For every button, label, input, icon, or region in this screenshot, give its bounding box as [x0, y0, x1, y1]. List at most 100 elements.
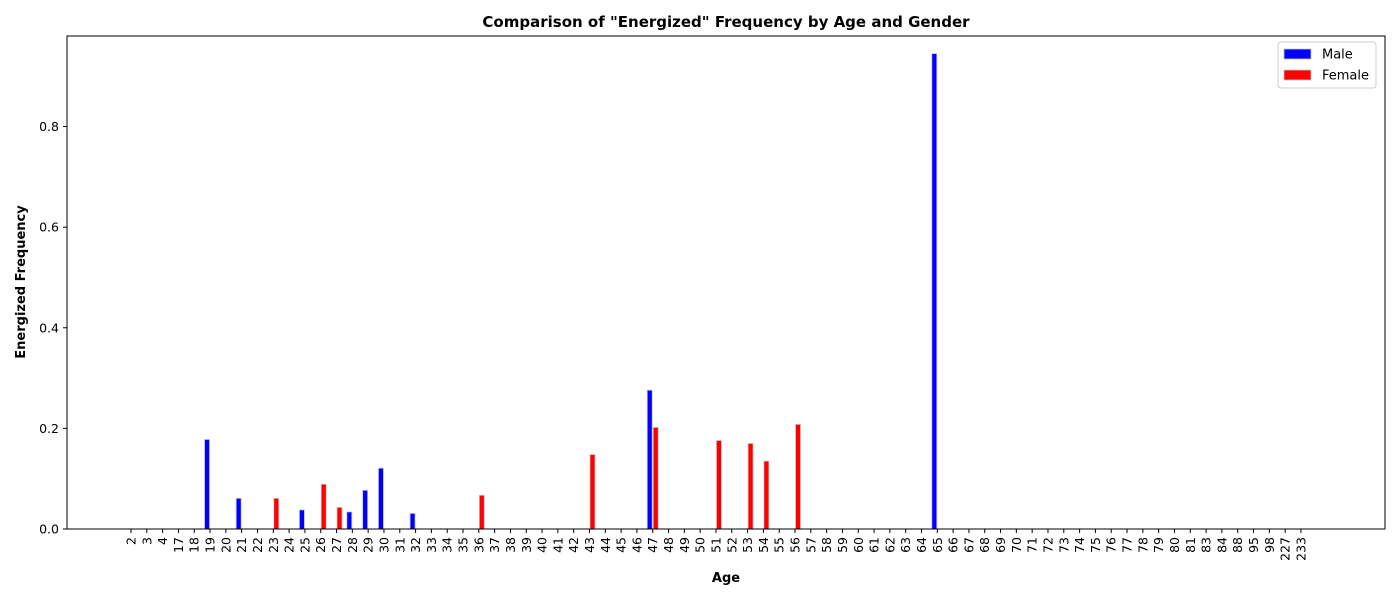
x-tick-label: 75	[1088, 537, 1103, 553]
bar-female-36	[478, 494, 485, 530]
y-tick-label: 0.4	[39, 320, 59, 335]
x-tick-label: 70	[1009, 537, 1024, 553]
x-tick-label: 81	[1183, 537, 1198, 553]
x-tick-label: 32	[408, 537, 423, 553]
x-tick-label: 23	[266, 537, 281, 553]
x-axis: 2 3 4 17 18 19 20 21 22 23 24 25 26 27 28 29 30 31 32 33 34 3…	[124, 529, 1308, 561]
bar-male-19	[204, 439, 210, 530]
x-tick-label: 28	[345, 537, 360, 553]
x-tick-label: 83	[1199, 537, 1214, 553]
bar-female-54	[763, 460, 770, 530]
x-tick-label: 51	[708, 537, 723, 553]
x-tick-label: 57	[803, 537, 818, 553]
plot-frame	[66, 35, 1386, 530]
x-axis-title: Age	[712, 571, 740, 586]
x-tick-label: 38	[503, 537, 518, 553]
y-tick-label: 0.8	[39, 119, 59, 134]
x-tick-label: 80	[1167, 537, 1182, 553]
x-tick-label: 41	[550, 537, 565, 553]
bar-female-26	[320, 483, 327, 530]
x-tick-label: 45	[614, 537, 629, 553]
x-tick-label: 30	[376, 537, 391, 553]
x-tick-label: 24	[282, 537, 297, 553]
x-tick-label: 56	[788, 537, 803, 553]
x-tick-label: 2	[124, 537, 139, 545]
x-tick-label: 63	[898, 537, 913, 553]
x-tick-label: 77	[1120, 537, 1135, 553]
x-tick-label: 39	[519, 537, 534, 553]
x-tick-label: 47	[645, 537, 660, 553]
bar-male-25	[299, 509, 305, 530]
bar-male-32	[409, 513, 416, 530]
x-tick-label: 26	[313, 537, 328, 553]
x-tick-label: 35	[456, 537, 471, 553]
x-tick-label: 60	[851, 537, 866, 553]
x-tick-label: 62	[882, 537, 897, 553]
x-tick-label: 33	[424, 537, 439, 553]
chart-title: Comparison of "Energized" Frequency by A…	[482, 13, 970, 31]
x-tick-label: 36	[471, 537, 486, 553]
x-tick-label: 50	[693, 537, 708, 553]
bar-male-65	[931, 53, 938, 530]
x-tick-label: 49	[677, 537, 692, 553]
x-tick-label: 59	[835, 537, 850, 553]
x-tick-label: 66	[946, 537, 961, 553]
x-tick-label: 54	[756, 537, 771, 553]
y-tick-label: 0.2	[39, 421, 59, 436]
x-tick-label: 73	[1056, 537, 1071, 553]
x-tick-label: 53	[740, 537, 755, 553]
x-tick-label: 95	[1246, 537, 1261, 553]
bar-female-56	[795, 423, 801, 530]
x-tick-label: 43	[582, 537, 597, 553]
x-tick-label: 25	[297, 537, 312, 553]
x-tick-label: 64	[914, 537, 929, 553]
x-tick-label: 48	[661, 537, 676, 553]
bar-male-30	[378, 467, 384, 530]
x-tick-label: 31	[392, 537, 407, 553]
y-tick-label: 0.6	[39, 220, 59, 235]
x-tick-label: 18	[187, 537, 202, 553]
legend: Male Female	[1277, 41, 1377, 89]
x-tick-label: 61	[867, 537, 882, 553]
x-tick-label: 19	[203, 537, 218, 553]
x-tick-label: 4	[155, 537, 170, 545]
x-tick-label: 44	[598, 537, 613, 553]
bar-male-47	[646, 389, 653, 530]
x-tick-label: 84	[1214, 537, 1229, 553]
x-tick-label: 69	[993, 537, 1008, 553]
bar-female-23	[273, 497, 280, 530]
x-tick-label: 98	[1262, 537, 1277, 553]
bar-male-29	[362, 489, 369, 530]
bar-female-53	[747, 443, 754, 530]
x-tick-label: 21	[234, 537, 249, 553]
x-tick-label: 34	[440, 537, 455, 553]
plot-area	[204, 53, 938, 530]
bar-female-51	[716, 440, 722, 530]
bar-female-27	[336, 506, 343, 530]
y-axis-title: Energized Frequency	[14, 205, 29, 359]
x-tick-label: 227	[1278, 537, 1293, 561]
x-tick-label: 46	[629, 537, 644, 553]
x-tick-label: 40	[535, 537, 550, 553]
x-tick-label: 20	[218, 537, 233, 553]
y-tick-label: 0.0	[39, 522, 59, 537]
x-tick-label: 76	[1104, 537, 1119, 553]
bar-male-21	[235, 497, 242, 530]
x-tick-label: 67	[961, 537, 976, 553]
x-tick-label: 27	[329, 537, 344, 553]
bar-female-43	[589, 454, 596, 530]
x-tick-label: 72	[1040, 537, 1055, 553]
x-tick-label: 29	[361, 537, 376, 553]
x-tick-label: 71	[1025, 537, 1040, 553]
bar-male-28	[346, 511, 353, 530]
x-tick-label: 74	[1072, 537, 1087, 553]
x-tick-label: 52	[724, 537, 739, 553]
legend-swatch-female	[1283, 69, 1312, 81]
y-axis: 0.0 0.2 0.4 0.6 0.8	[39, 119, 67, 537]
x-tick-label: 78	[1135, 537, 1150, 553]
x-tick-label: 42	[566, 537, 581, 553]
x-tick-label: 65	[930, 537, 945, 553]
bar-female-47	[652, 426, 659, 530]
